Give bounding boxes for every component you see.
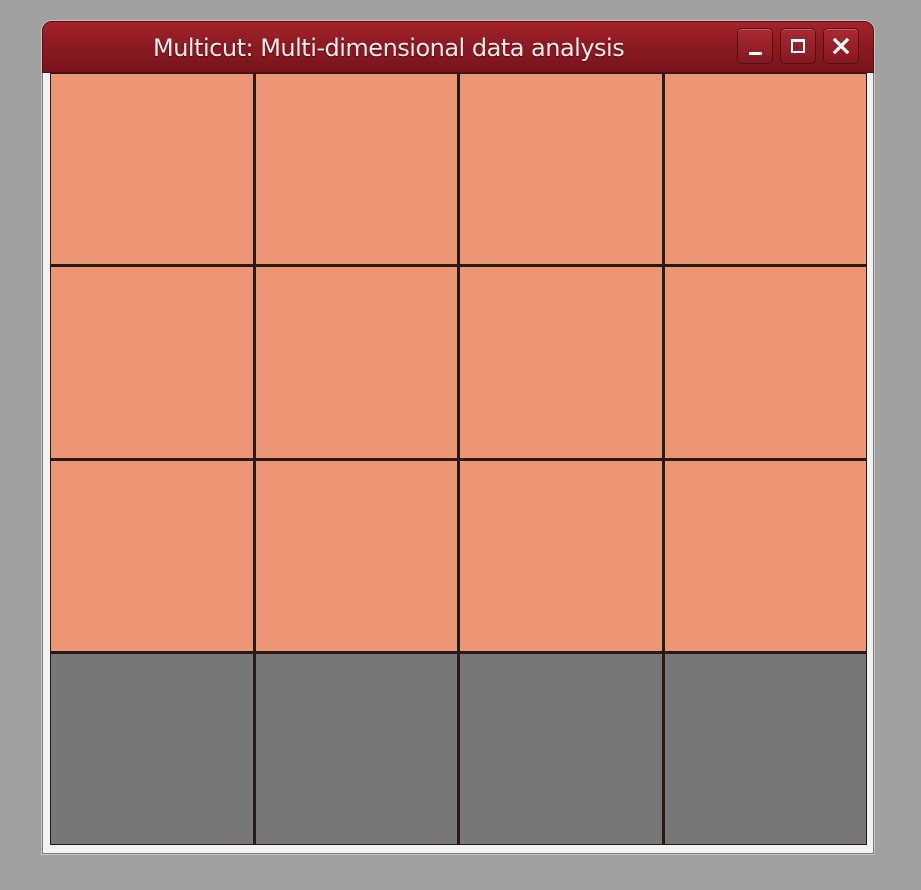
grid-cell-r2-c4[interactable] (664, 267, 866, 458)
grid-cell-r1-c3[interactable] (460, 74, 662, 265)
grid-cell-r3-c2[interactable] (255, 460, 457, 651)
grid-cell-r2-c1[interactable] (51, 267, 253, 458)
grid-cell-r2-c3[interactable] (460, 267, 662, 458)
title-bar[interactable]: Multicut: Multi-dimensional data analysi… (42, 21, 874, 73)
grid-cell-r2-c2[interactable] (255, 267, 457, 458)
minimize-icon (748, 51, 762, 55)
grid-cell-r4-c4[interactable] (664, 653, 866, 844)
close-button[interactable] (823, 28, 859, 64)
window-title: Multicut: Multi-dimensional data analysi… (153, 34, 625, 62)
grid-cell-r1-c2[interactable] (255, 74, 457, 265)
maximize-icon (791, 39, 805, 53)
minimize-button[interactable] (737, 28, 773, 64)
grid-cell-r3-c4[interactable] (664, 460, 866, 651)
panel-grid (50, 73, 867, 845)
grid-cell-r4-c1[interactable] (51, 653, 253, 844)
close-icon (832, 37, 850, 55)
app-window: Multicut: Multi-dimensional data analysi… (42, 21, 874, 854)
grid-cell-r4-c2[interactable] (255, 653, 457, 844)
grid-cell-r3-c1[interactable] (51, 460, 253, 651)
grid-cell-r1-c4[interactable] (664, 74, 866, 265)
grid-cell-r3-c3[interactable] (460, 460, 662, 651)
maximize-button[interactable] (780, 28, 816, 64)
grid-cell-r1-c1[interactable] (51, 74, 253, 265)
grid-cell-r4-c3[interactable] (460, 653, 662, 844)
